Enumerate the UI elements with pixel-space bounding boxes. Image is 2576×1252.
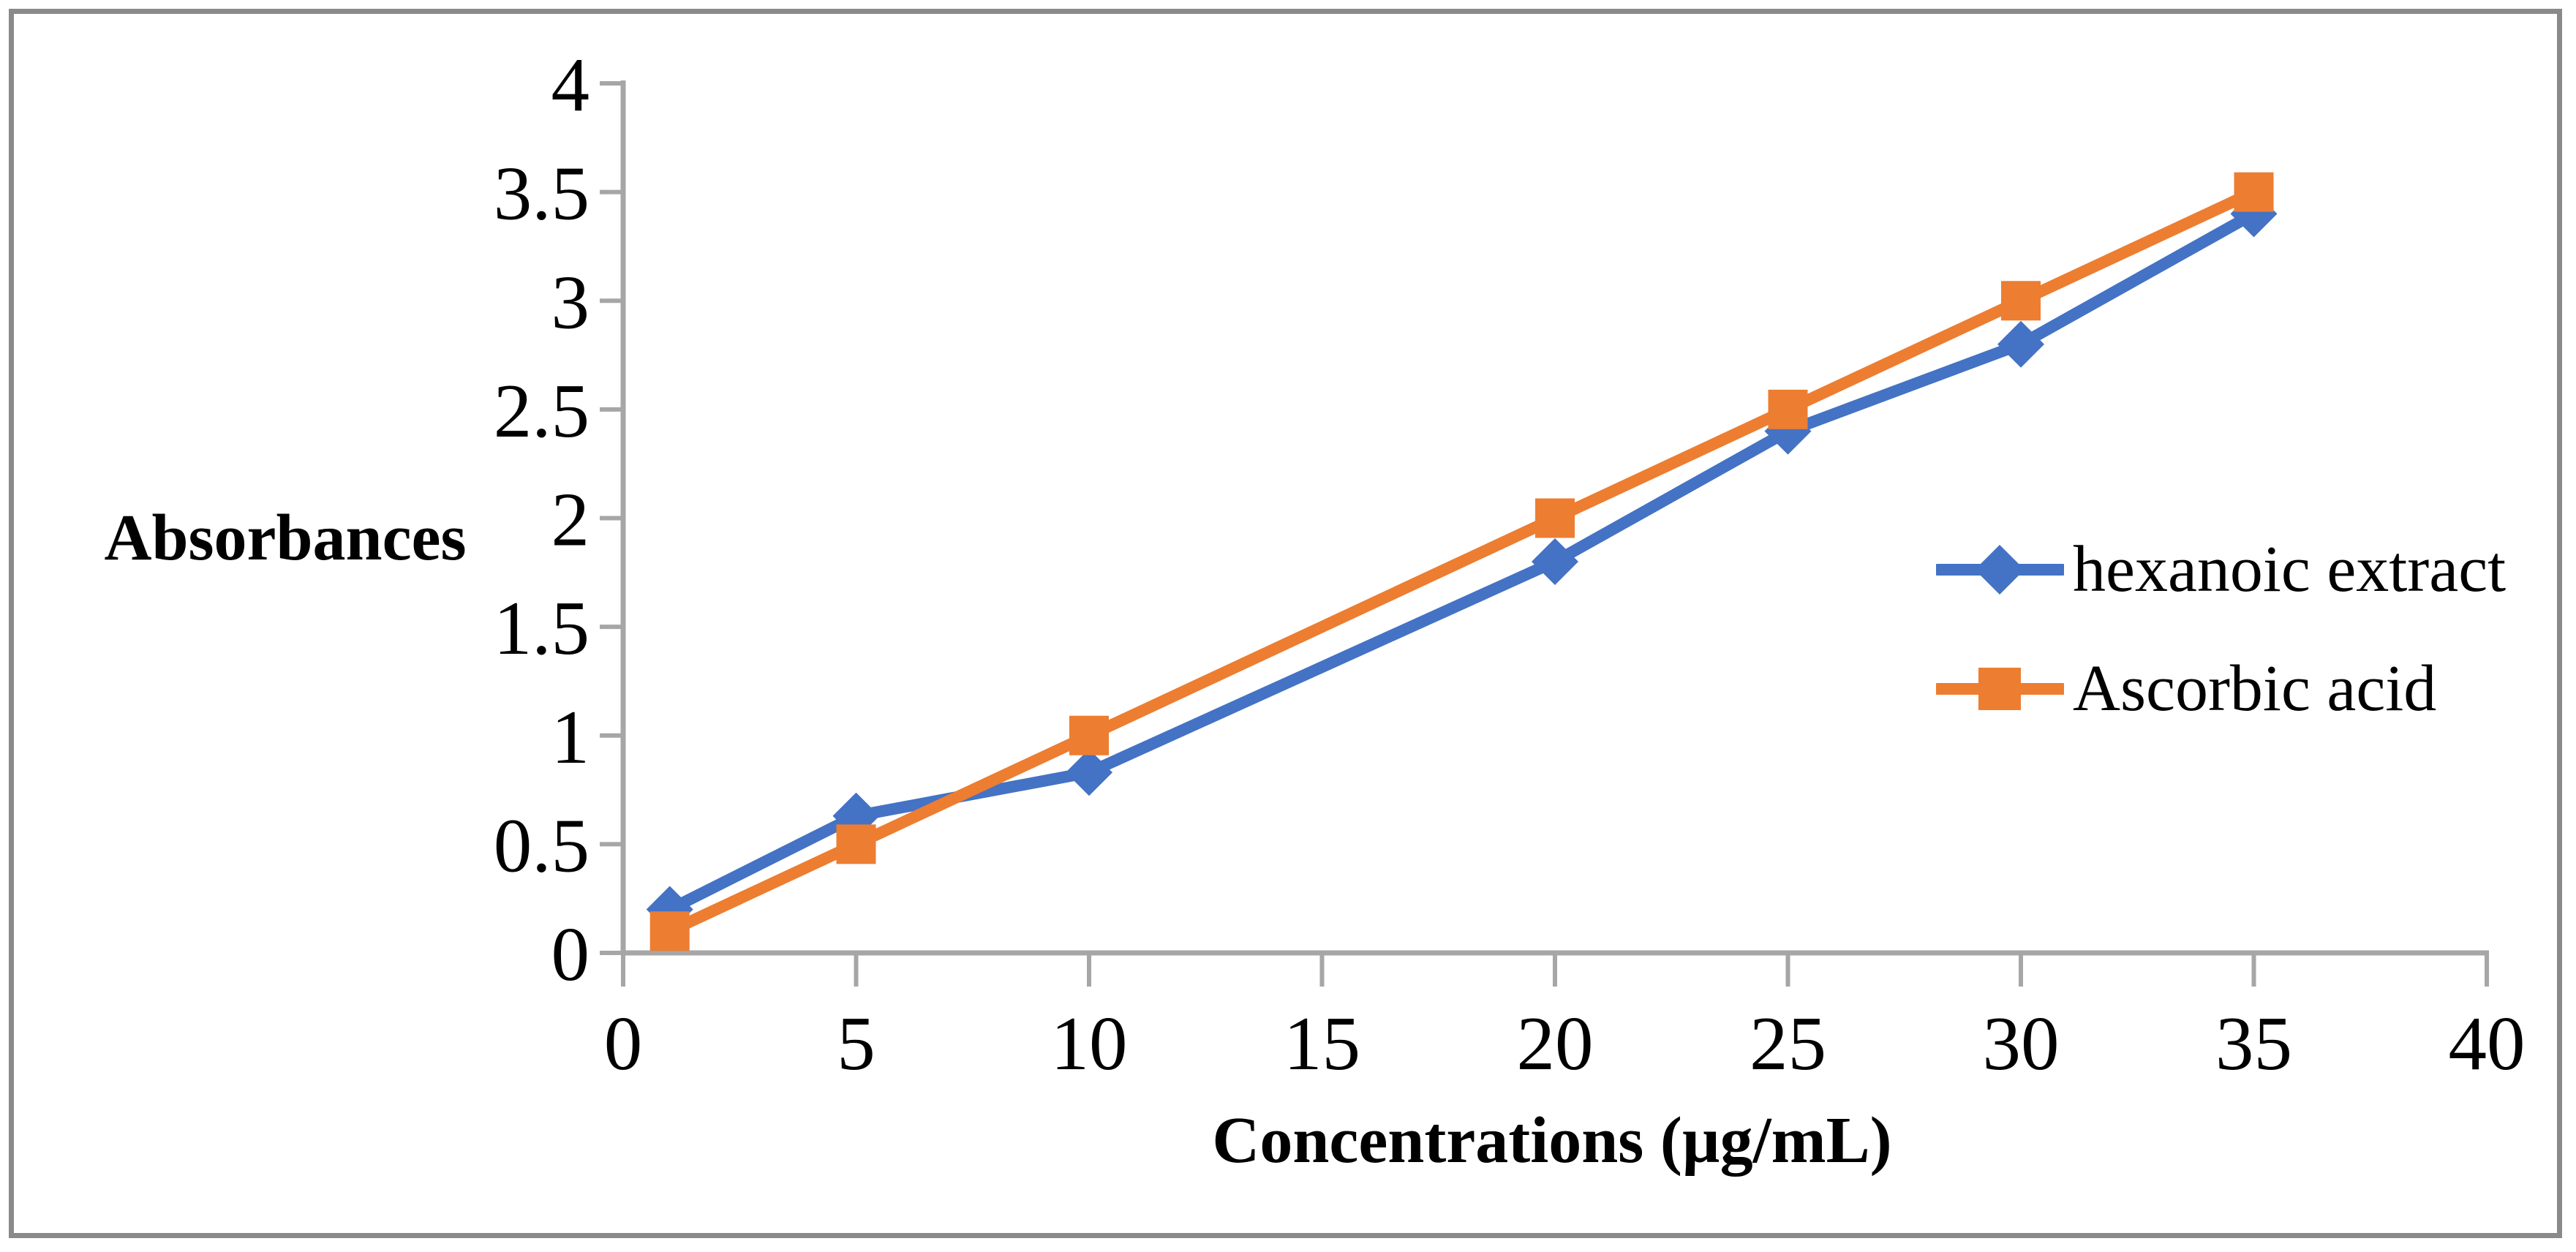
x-tick-label: 30 (1983, 1000, 2060, 1086)
y-tick-label: 0 (551, 911, 590, 997)
y-axis-title: Absorbances (104, 502, 467, 574)
y-tick-label: 3.5 (494, 151, 590, 236)
legend-item-ascorbic-acid: Ascorbic acid (1936, 645, 2436, 733)
data-point-diamond-hexanoic-extract (1532, 538, 1578, 585)
x-axis-title: Concentrations (µg/mL) (1212, 1104, 1892, 1177)
y-tick-label: 1 (551, 694, 590, 780)
legend-marker-square-icon (1936, 668, 2064, 710)
data-point-square-ascorbic-acid (1535, 498, 1575, 538)
legend-marker-diamond-icon (1936, 545, 2064, 595)
data-point-square-ascorbic-acid (649, 911, 690, 951)
x-tick-label: 25 (1750, 1000, 1826, 1086)
data-point-diamond-hexanoic-extract (1066, 749, 1112, 796)
y-tick-label: 2.5 (494, 368, 590, 453)
data-point-square-ascorbic-acid (2234, 172, 2274, 212)
x-tick-label: 20 (1517, 1000, 1594, 1086)
legend-diamond-glyph (1975, 545, 2025, 595)
x-tick-label: 10 (1051, 1000, 1128, 1086)
y-tick-label: 1.5 (494, 585, 590, 671)
y-tick-label: 0.5 (494, 802, 590, 888)
legend-square-glyph (1978, 668, 2021, 710)
data-point-square-ascorbic-acid (1069, 715, 1109, 755)
x-tick-label: 0 (604, 1000, 643, 1086)
legend-item-hexanoic-extract: hexanoic extract (1936, 526, 2506, 614)
y-tick-label: 3 (551, 259, 590, 344)
y-tick-label: 2 (551, 477, 590, 562)
x-tick-label: 15 (1284, 1000, 1360, 1086)
legend-label: hexanoic extract (2073, 533, 2507, 606)
data-point-square-ascorbic-acid (2001, 281, 2041, 321)
x-tick-label: 35 (2215, 1000, 2292, 1086)
data-point-square-ascorbic-acid (836, 824, 876, 864)
data-point-diamond-hexanoic-extract (1997, 320, 2044, 368)
y-tick-label: 4 (551, 42, 590, 127)
data-point-square-ascorbic-acid (1768, 389, 1808, 429)
x-tick-label: 5 (837, 1000, 875, 1086)
legend-label: Ascorbic acid (2073, 652, 2437, 725)
x-tick-label: 40 (2449, 1000, 2526, 1086)
